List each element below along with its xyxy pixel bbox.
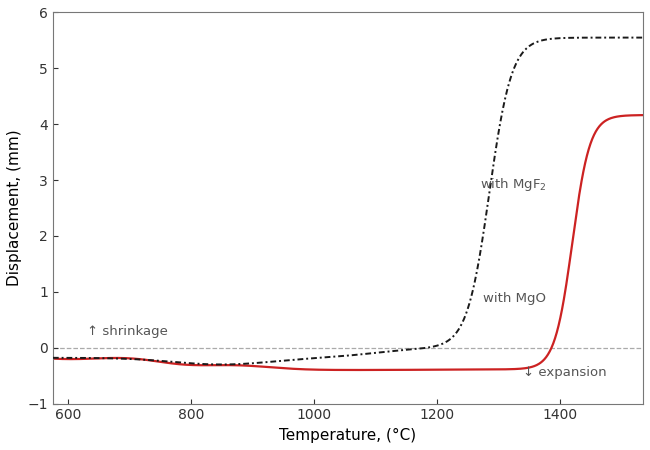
Text: ↓ expansion: ↓ expansion xyxy=(523,366,607,379)
Text: with MgF$_2$: with MgF$_2$ xyxy=(480,176,547,194)
Text: ↑ shrinkage: ↑ shrinkage xyxy=(86,325,168,338)
Y-axis label: Displacement, (mm): Displacement, (mm) xyxy=(7,130,22,286)
Text: with MgO: with MgO xyxy=(483,292,546,305)
X-axis label: Temperature, (°C): Temperature, (°C) xyxy=(280,428,417,443)
